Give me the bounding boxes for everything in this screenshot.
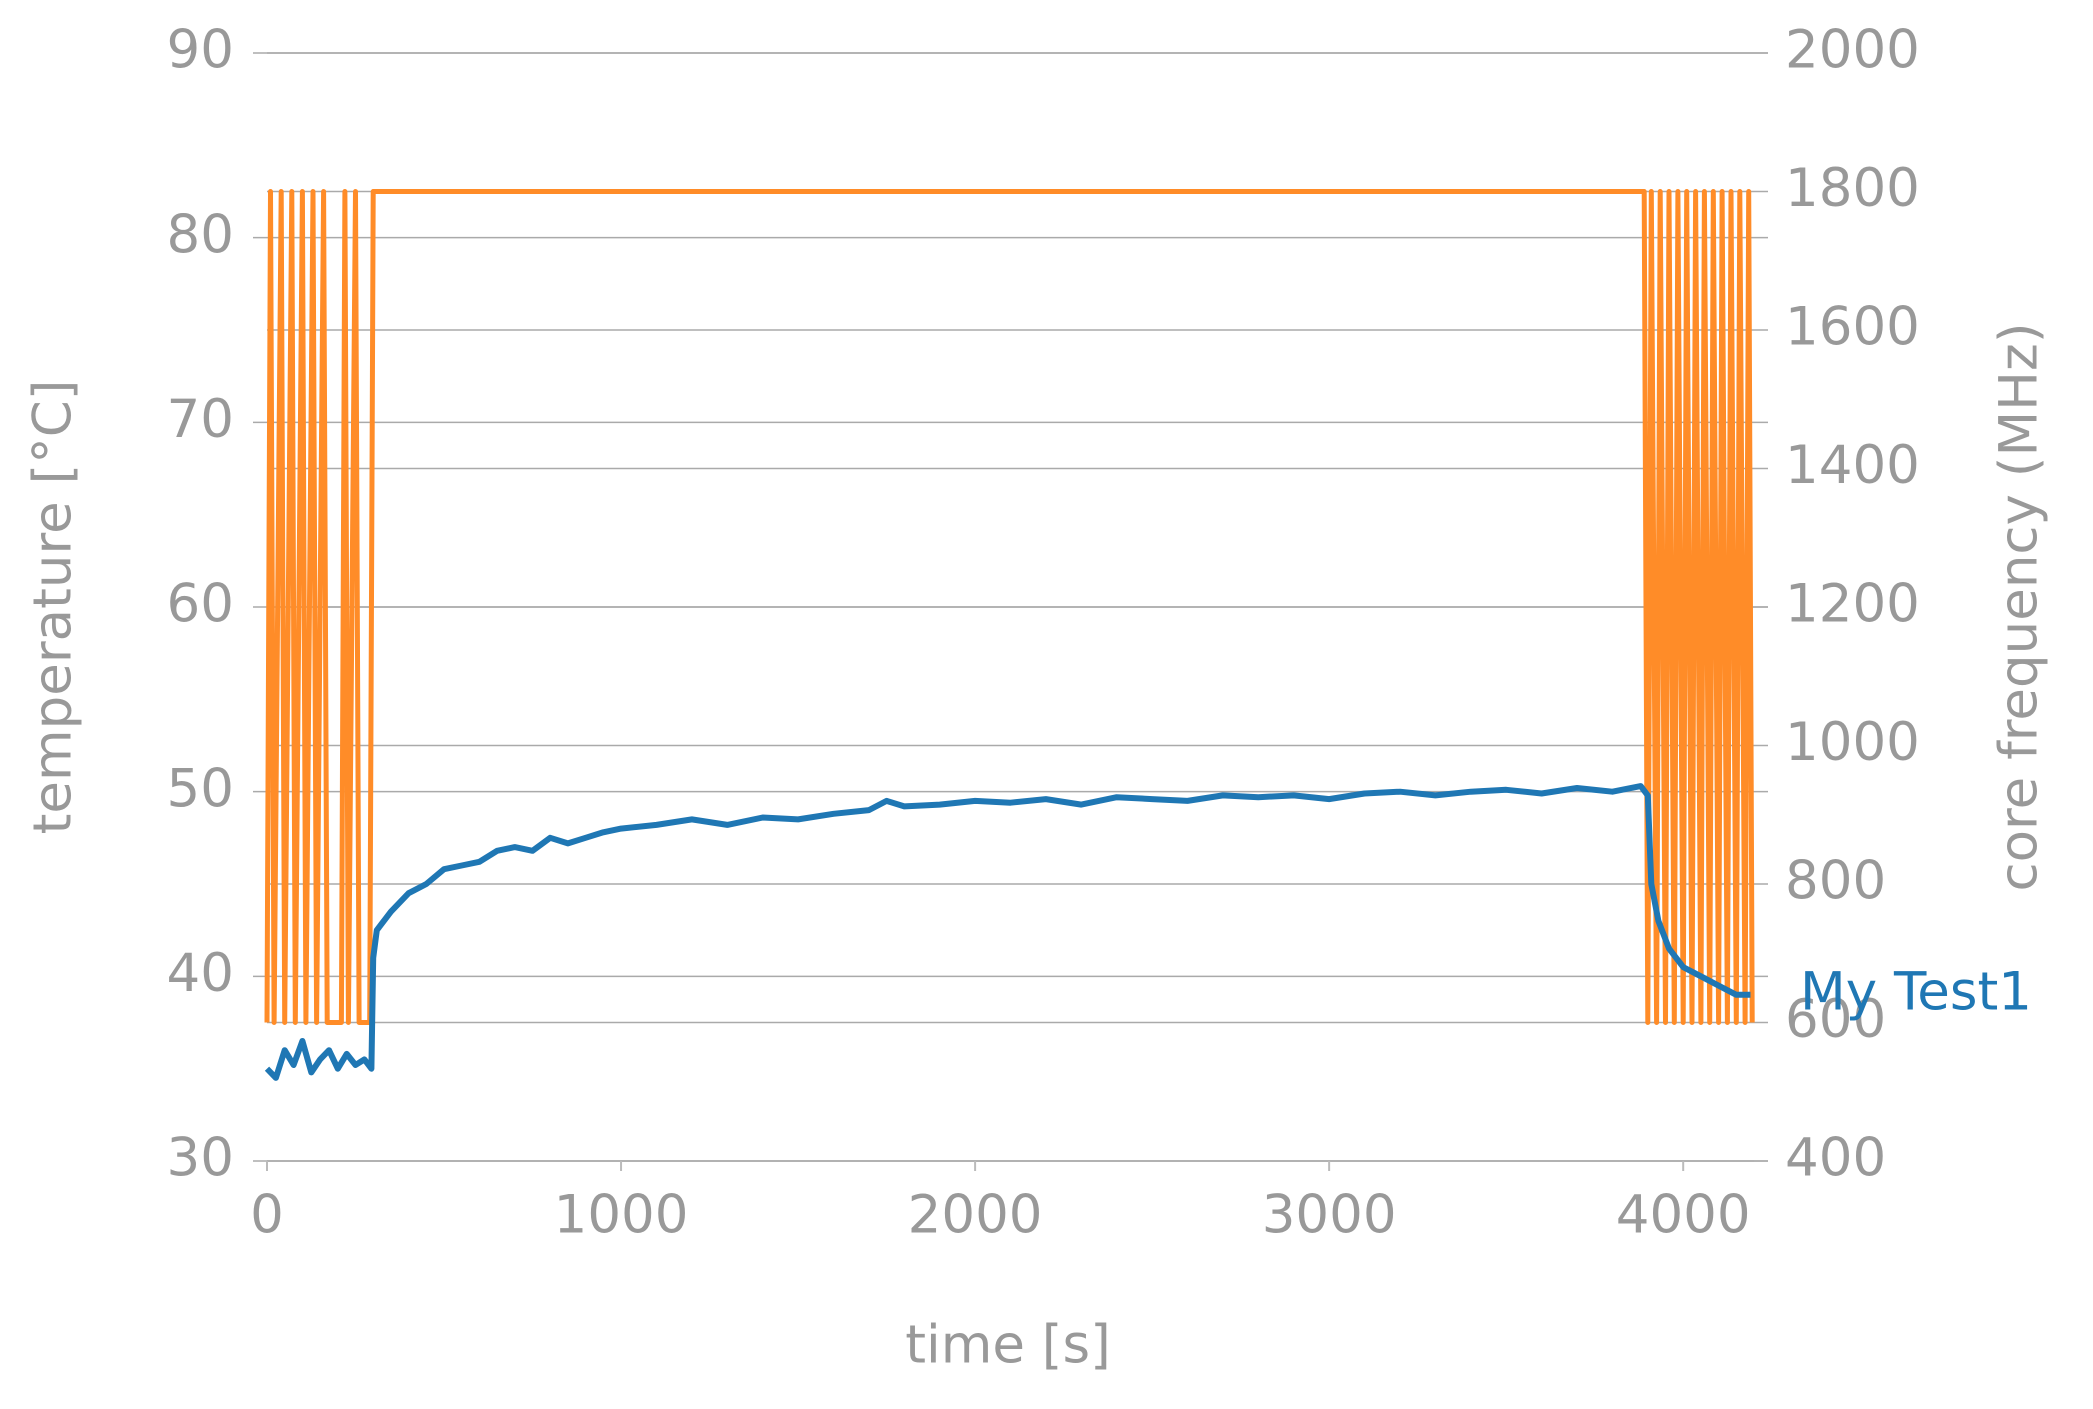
y2-tick-label: 1000: [1785, 712, 1920, 773]
y-tick-label: 80: [167, 204, 234, 265]
series-label: My Test1: [1800, 961, 2032, 1022]
y2-tick-label: 600: [1785, 989, 1886, 1050]
y-axis-label: temperature [°C]: [23, 380, 84, 835]
y-tick-label: 70: [167, 389, 234, 450]
x-tick-label: 3000: [1262, 1185, 1397, 1246]
x-tick-label: 4000: [1616, 1185, 1751, 1246]
y2-tick-label: 1600: [1785, 297, 1920, 358]
y2-tick-label: 800: [1785, 851, 1886, 912]
y2-tick-label: 1800: [1785, 158, 1920, 219]
y-tick-label: 50: [167, 758, 234, 819]
y-tick-label: 40: [167, 943, 234, 1004]
y2-tick-label: 1200: [1785, 574, 1920, 635]
y2-tick-label: 2000: [1785, 20, 1920, 81]
x-tick-label: 1000: [554, 1185, 689, 1246]
y-tick-label: 30: [167, 1128, 234, 1189]
x-tick-label: 2000: [908, 1185, 1043, 1246]
x-tick-label: 0: [250, 1185, 284, 1246]
y-tick-label: 90: [167, 20, 234, 81]
series-line: [264, 783, 1751, 1081]
x-axis-label: time [s]: [905, 1315, 1111, 1376]
y2-tick-label: 1400: [1785, 435, 1920, 496]
series-line: [264, 189, 1755, 1025]
y2-tick-label: 400: [1785, 1128, 1886, 1189]
y-tick-label: 60: [167, 574, 234, 635]
y2-axis-label: core frequency (MHz): [1989, 322, 2050, 891]
